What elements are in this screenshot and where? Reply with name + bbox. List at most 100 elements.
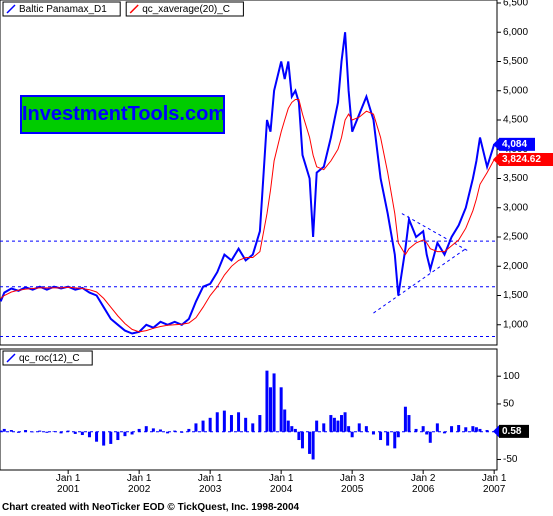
bar <box>329 415 333 432</box>
watermark: InvestmentTools.com <box>20 95 226 134</box>
legend-label: Baltic Panamax_D1 <box>19 4 107 15</box>
bar <box>272 373 276 432</box>
legend-label: qc_xaverage(20)_C <box>142 4 230 15</box>
bar <box>9 430 13 432</box>
x-tick-label: Jan 2 2006 <box>410 473 436 495</box>
bar <box>258 415 262 432</box>
y-tick-label: 3,500 <box>503 173 528 184</box>
bar <box>393 431 397 449</box>
last-value-box <box>499 137 535 151</box>
bar <box>123 431 127 437</box>
bar <box>386 431 390 446</box>
last-value-label: 3,824.62 <box>502 154 541 165</box>
bar <box>442 431 446 434</box>
y-tick-label: 5,000 <box>503 85 528 96</box>
y-tick-label: 6,000 <box>503 27 528 38</box>
bar <box>265 370 269 432</box>
bar <box>116 431 120 441</box>
bar <box>95 431 99 442</box>
bar <box>31 431 35 433</box>
series-line <box>0 32 496 335</box>
y-tick-label: 2,000 <box>503 261 528 272</box>
bar <box>343 412 347 432</box>
y-tick-label: 2,500 <box>503 232 528 243</box>
bar <box>347 426 351 432</box>
bar <box>322 423 326 432</box>
bar <box>336 420 340 432</box>
bar <box>130 431 134 435</box>
bar <box>244 417 248 432</box>
bar <box>237 412 241 432</box>
bar <box>457 425 461 432</box>
legend-swatch <box>6 4 16 14</box>
last-value-pointer <box>493 138 499 151</box>
bar <box>144 426 148 432</box>
bar <box>435 423 439 432</box>
bar <box>428 431 432 443</box>
legend-box <box>2 1 121 17</box>
y-tick-label: 1,000 <box>503 319 528 330</box>
legend-box <box>2 350 93 366</box>
bar <box>229 415 233 432</box>
bar <box>45 431 49 433</box>
y-tick-label: 1,500 <box>503 290 528 301</box>
bar <box>24 430 28 432</box>
bar <box>59 431 63 434</box>
bar <box>485 430 489 432</box>
bar <box>311 431 315 460</box>
y-tick-label: -50 <box>503 454 518 465</box>
bar <box>16 431 20 433</box>
trend-line <box>401 213 470 253</box>
bar <box>201 420 205 432</box>
bar <box>283 409 287 432</box>
bar <box>0 430 3 432</box>
trend-line <box>373 248 467 314</box>
bar <box>471 426 475 432</box>
bar <box>208 417 212 432</box>
y-tick-label: 100 <box>503 371 520 382</box>
legend-box <box>125 1 244 17</box>
bar <box>340 415 344 432</box>
last-value-pointer <box>493 425 499 438</box>
bar <box>364 426 368 432</box>
bar <box>87 431 91 438</box>
bar <box>464 427 468 432</box>
bar <box>180 431 184 433</box>
y-tick-label: 5,500 <box>503 56 528 67</box>
bar <box>357 423 361 432</box>
bar <box>425 431 429 435</box>
bar <box>379 431 383 441</box>
bar <box>396 431 400 438</box>
bar <box>478 428 482 432</box>
bar <box>52 431 56 432</box>
bar <box>151 428 155 432</box>
last-value-box <box>499 153 553 167</box>
last-value-box <box>499 424 529 438</box>
bar <box>66 430 70 432</box>
bar <box>109 431 113 444</box>
x-tick-label: Jan 1 2004 <box>268 473 294 495</box>
bar <box>166 431 170 434</box>
bar <box>315 420 319 432</box>
bar <box>173 430 177 432</box>
bar <box>251 423 255 432</box>
bar <box>279 387 283 432</box>
roc-panel <box>0 348 498 471</box>
legend-swatch <box>6 353 16 363</box>
bar <box>474 427 478 432</box>
bar <box>290 426 294 432</box>
price-panel <box>0 0 498 346</box>
legend-swatch <box>129 4 139 14</box>
last-value-pointer <box>493 153 499 166</box>
bar <box>371 431 375 435</box>
bar <box>137 428 141 432</box>
bar <box>450 426 454 432</box>
bar <box>407 415 411 432</box>
last-value-label: 0.58 <box>502 426 522 437</box>
legend-label: qc_roc(12)_C <box>19 353 80 364</box>
bar <box>293 428 297 432</box>
y-tick-label: 6,500 <box>503 0 528 9</box>
bar <box>300 431 304 449</box>
